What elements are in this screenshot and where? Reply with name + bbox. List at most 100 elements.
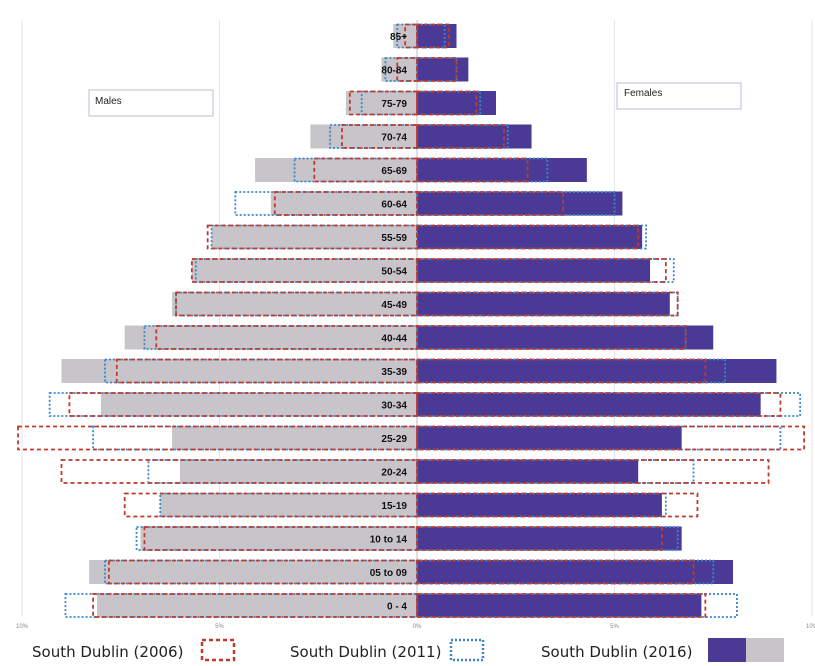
outline-2006-male <box>273 191 418 216</box>
bar-2016-male <box>140 526 417 551</box>
males-label: Males <box>95 96 122 107</box>
bar-2016-male <box>172 292 417 316</box>
bar-2016-female <box>417 57 469 82</box>
legend-label-2016: South Dublin (2016) <box>541 643 692 661</box>
bar-2016-female <box>417 124 532 149</box>
outline-2006-male <box>190 258 418 283</box>
legend-label-2011: South Dublin (2011) <box>290 643 441 661</box>
outline-2006-female <box>416 526 663 551</box>
age-label: 45-49 <box>381 300 407 311</box>
outline-2006-male <box>92 593 418 618</box>
outline-2006-male <box>143 526 418 551</box>
bar-2016-male <box>255 158 417 182</box>
outline-2011-female <box>416 191 616 216</box>
legend: South Dublin (2006) South Dublin (2011) … <box>32 638 784 662</box>
outline-2006-female <box>416 325 687 350</box>
series-2006-outlines <box>17 23 806 618</box>
outline-2011-female <box>416 358 727 384</box>
outline-2011-male <box>135 526 418 551</box>
outline-2006-female <box>416 291 679 317</box>
bar-2016-male <box>270 191 417 216</box>
bar-2016-male <box>61 359 417 383</box>
outline-2006-male <box>108 559 418 585</box>
bar-2016-female <box>417 191 623 216</box>
bar-2016-male <box>180 459 417 484</box>
outline-2006-male <box>404 23 418 49</box>
age-label: 75-79 <box>381 99 407 110</box>
outline-2011-male <box>360 90 418 116</box>
bar-2016-male <box>191 258 417 283</box>
bar-2016-male <box>211 225 417 249</box>
outline-2011-female <box>416 291 679 317</box>
bar-2016-female <box>417 258 651 283</box>
bar-2016-female <box>417 359 777 383</box>
outline-2006-female <box>416 459 770 484</box>
age-label: 25-29 <box>381 434 407 445</box>
outline-2006-female <box>416 157 529 183</box>
legend-swatch-2016-female <box>708 638 746 662</box>
x-tick-label: 10% <box>806 624 815 630</box>
outline-2006-female <box>416 23 450 49</box>
bar-2016-female <box>417 392 761 417</box>
age-label: 70-74 <box>381 133 407 144</box>
bar-2016-female <box>417 225 643 249</box>
outline-2011-male <box>48 392 418 417</box>
outline-2006-female <box>416 90 478 116</box>
females-label-box: Females <box>616 82 742 110</box>
bar-2016-male <box>97 593 418 618</box>
outline-2006-female <box>416 425 806 451</box>
bar-2016-male <box>124 325 417 350</box>
outline-2006-female <box>416 191 565 216</box>
legend-label-2006: South Dublin (2006) <box>32 643 183 661</box>
x-tick-labels: 10% 5% 0% 5% 10% <box>16 624 815 630</box>
age-label: 55-59 <box>381 233 407 244</box>
age-label: 0 - 4 <box>387 602 407 613</box>
bar-2016-male <box>345 91 417 115</box>
outline-2006-female <box>416 593 707 618</box>
females-label: Females <box>624 88 662 99</box>
age-label: 40-44 <box>381 334 407 345</box>
outline-2011-male <box>143 325 418 350</box>
series-2016-bars <box>61 24 777 618</box>
outline-2006-female <box>416 258 667 283</box>
age-labels: 85+ 80-84 75-79 70-74 65-69 60-64 55-59 50-54 45… <box>370 32 408 613</box>
outline-2006-female <box>416 492 699 518</box>
bar-2016-male <box>89 560 418 584</box>
grid-lines <box>21 20 813 616</box>
bar-2016-female <box>417 459 639 484</box>
outline-2006-female <box>416 392 782 417</box>
outline-2006-male <box>17 425 418 451</box>
bar-2016-female <box>417 493 662 517</box>
outline-2006-male <box>155 325 418 350</box>
outline-2006-male <box>68 392 418 417</box>
age-label: 20-24 <box>381 468 407 479</box>
age-label: 05 to 09 <box>370 568 408 579</box>
age-label: 10 to 14 <box>370 535 408 546</box>
bar-2016-male <box>160 493 417 517</box>
age-label: 80-84 <box>381 66 407 77</box>
bar-2016-female <box>417 158 587 182</box>
x-tick-label: 5% <box>610 624 619 630</box>
legend-swatch-2011 <box>449 638 485 662</box>
outline-2006-female <box>416 124 505 149</box>
bar-2016-female <box>417 560 733 584</box>
legend-swatch-2016-male <box>746 638 784 662</box>
outline-2006-male <box>348 90 418 116</box>
age-label: 35-39 <box>381 367 407 378</box>
outline-2006-female <box>416 224 640 250</box>
bar-2016-male <box>310 124 417 149</box>
males-label-box: Males <box>88 89 214 117</box>
bar-2016-female <box>417 325 714 350</box>
age-label: 50-54 <box>381 267 407 278</box>
bar-2016-male <box>172 426 417 450</box>
outline-2006-female <box>416 57 458 82</box>
bar-2016-female <box>417 426 682 450</box>
bar-2016-female <box>417 24 457 48</box>
outline-2006-female <box>416 358 707 384</box>
x-tick-label: 5% <box>215 624 224 630</box>
age-label: 15-19 <box>381 501 407 512</box>
outline-2011-female <box>416 459 695 484</box>
bar-2016-female <box>417 292 670 316</box>
outline-2011-male <box>104 358 418 384</box>
